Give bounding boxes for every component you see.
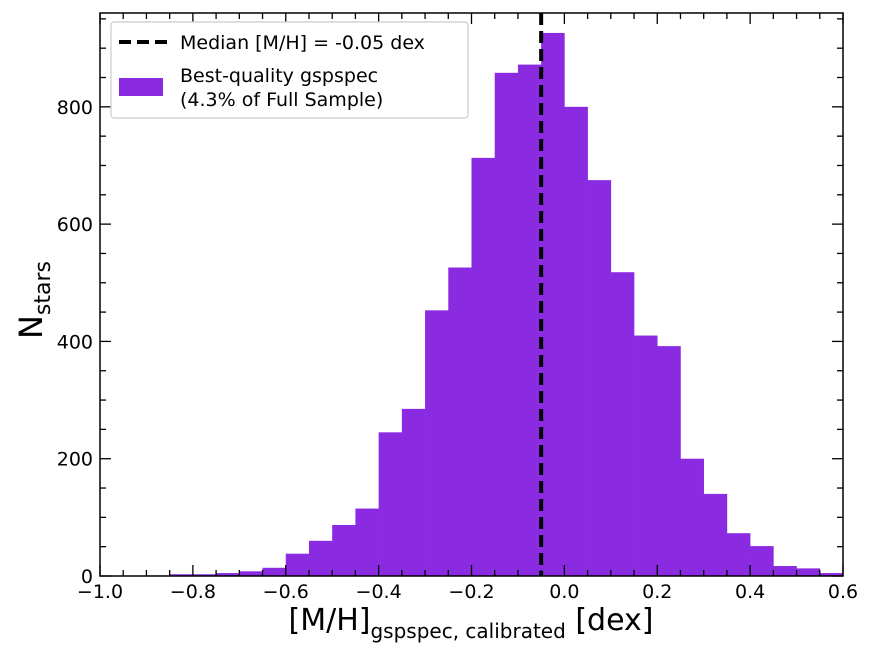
histogram-bar <box>564 106 588 576</box>
y-tick-label: 600 <box>57 214 93 236</box>
y-tick-label: 200 <box>57 449 93 471</box>
histogram-bar <box>494 72 519 576</box>
x-tick-label: 0.0 <box>549 581 579 603</box>
histogram-bar <box>796 568 821 576</box>
histogram-bar <box>308 540 333 576</box>
histogram-bar <box>239 571 263 576</box>
x-axis-label: [M/H]gspspec, calibrated [dex] <box>289 603 654 643</box>
histogram-bar <box>819 573 844 576</box>
legend-histogram-label-line2: (4.3% of Full Sample) <box>180 89 383 111</box>
legend-box <box>110 21 469 119</box>
axis-ticks <box>99 13 844 577</box>
histogram-bar <box>680 458 704 576</box>
y-tick-label: 0 <box>81 566 93 588</box>
histogram-bar <box>657 346 681 576</box>
histogram-bar <box>773 566 797 576</box>
y-tick-labels: 0 200 400 600 800 <box>57 97 93 588</box>
histogram-bar <box>425 310 449 576</box>
x-tick-label: −0.8 <box>170 581 216 603</box>
histogram-bar <box>332 524 356 576</box>
histogram-bar <box>471 157 496 576</box>
histogram-bar <box>726 533 751 576</box>
y-tick-label: 400 <box>57 331 93 353</box>
x-tick-label: 0.4 <box>735 581 765 603</box>
histogram-bar <box>517 64 542 576</box>
histogram-bar <box>216 573 240 576</box>
histogram-bar <box>192 574 217 576</box>
histogram-bar <box>610 272 635 576</box>
x-tick-label: 0.2 <box>642 581 672 603</box>
histogram-bar <box>285 553 310 576</box>
x-tick-label: −0.6 <box>263 581 309 603</box>
histogram-bar <box>703 493 728 576</box>
x-tick-labels: −1.0 −0.8 −0.6 −0.4 −0.2 0.0 0.2 0.4 0.6 <box>77 581 858 603</box>
legend-histogram-label-line1: Best-quality gspspec <box>180 65 378 87</box>
legend: Median [M/H] = -0.05 dex Best-quality gs… <box>110 21 469 119</box>
histogram-bar <box>634 335 658 576</box>
histogram-bar <box>355 508 379 576</box>
x-tick-label: −0.2 <box>448 581 494 603</box>
x-tick-label: −1.0 <box>77 581 123 603</box>
histogram-bar <box>750 546 774 576</box>
y-tick-label: 800 <box>57 97 93 119</box>
histogram-bars <box>146 32 844 577</box>
legend-histogram-patch <box>119 78 163 96</box>
legend-median-label: Median [M/H] = -0.05 dex <box>180 32 425 54</box>
histogram-bar <box>262 567 287 576</box>
histogram-bar <box>169 574 194 576</box>
histogram-bar <box>401 408 426 576</box>
histogram-bar <box>448 267 472 576</box>
y-axis-label: Nstars <box>12 261 56 339</box>
histogram-bar <box>378 432 403 576</box>
histogram-bar <box>541 32 565 577</box>
x-tick-label: −0.4 <box>356 581 402 603</box>
x-tick-label: 0.6 <box>828 581 858 603</box>
histogram-bar <box>587 180 612 576</box>
